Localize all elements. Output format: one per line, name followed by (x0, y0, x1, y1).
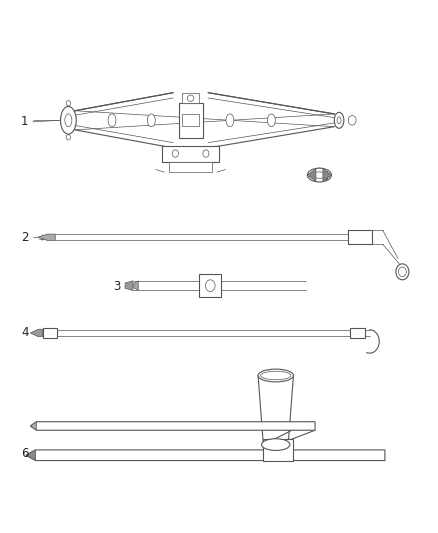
Text: 4: 4 (21, 326, 28, 340)
Ellipse shape (258, 369, 293, 382)
Polygon shape (323, 168, 332, 181)
Polygon shape (26, 450, 35, 461)
Ellipse shape (60, 107, 76, 134)
Bar (182, 93, 199, 103)
Ellipse shape (65, 114, 72, 127)
Polygon shape (26, 450, 385, 461)
Polygon shape (125, 281, 133, 290)
Ellipse shape (399, 267, 406, 277)
Ellipse shape (334, 112, 344, 128)
Ellipse shape (66, 135, 71, 140)
Ellipse shape (187, 95, 194, 101)
Polygon shape (30, 422, 315, 430)
Polygon shape (38, 234, 55, 240)
Ellipse shape (348, 116, 356, 125)
Ellipse shape (307, 168, 332, 182)
Bar (263, 439, 293, 461)
Polygon shape (307, 168, 316, 181)
Bar (348, 230, 372, 244)
Bar (199, 274, 221, 297)
Text: 1: 1 (21, 116, 28, 128)
Polygon shape (30, 422, 36, 430)
Ellipse shape (108, 114, 116, 127)
Ellipse shape (261, 439, 290, 450)
Ellipse shape (203, 150, 209, 157)
Ellipse shape (261, 371, 291, 379)
Bar (42, 328, 57, 338)
Bar (350, 328, 365, 338)
Text: 6: 6 (21, 447, 28, 460)
Polygon shape (134, 281, 138, 290)
Bar (179, 103, 203, 138)
Ellipse shape (396, 264, 409, 280)
Bar (169, 161, 212, 172)
Text: 5: 5 (321, 169, 328, 183)
Ellipse shape (337, 117, 341, 124)
Ellipse shape (268, 114, 276, 127)
Bar (162, 146, 219, 161)
Bar (182, 114, 199, 126)
Ellipse shape (172, 150, 178, 157)
Ellipse shape (148, 114, 155, 127)
Text: 3: 3 (113, 280, 120, 293)
Polygon shape (30, 329, 42, 337)
Text: 2: 2 (21, 231, 28, 244)
Ellipse shape (66, 101, 71, 106)
Ellipse shape (313, 172, 326, 178)
Ellipse shape (205, 280, 215, 292)
Ellipse shape (226, 114, 234, 127)
